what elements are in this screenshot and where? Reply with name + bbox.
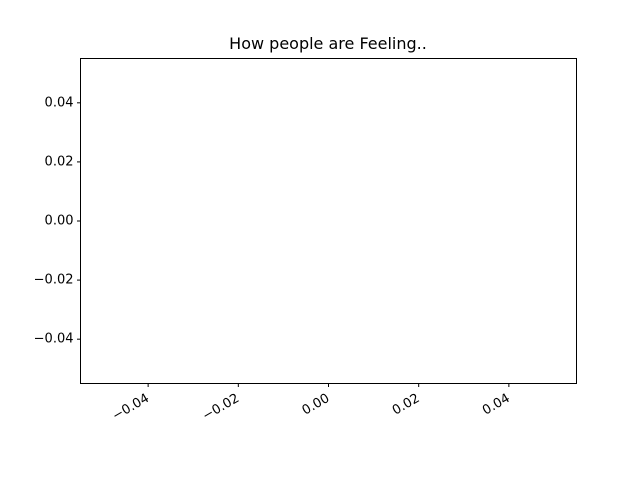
y-tick-label: 0.00 (45, 214, 74, 229)
y-tick-label: 0.02 (45, 154, 74, 169)
y-tick-label: −0.02 (34, 273, 74, 288)
y-axis-ticks: −0.04 −0.02 0.00 0.02 0.04 (34, 95, 81, 347)
y-tick-label: −0.04 (34, 332, 74, 347)
chart-title: How people are Feeling.. (229, 34, 427, 53)
y-tick-label: 0.04 (45, 95, 74, 110)
